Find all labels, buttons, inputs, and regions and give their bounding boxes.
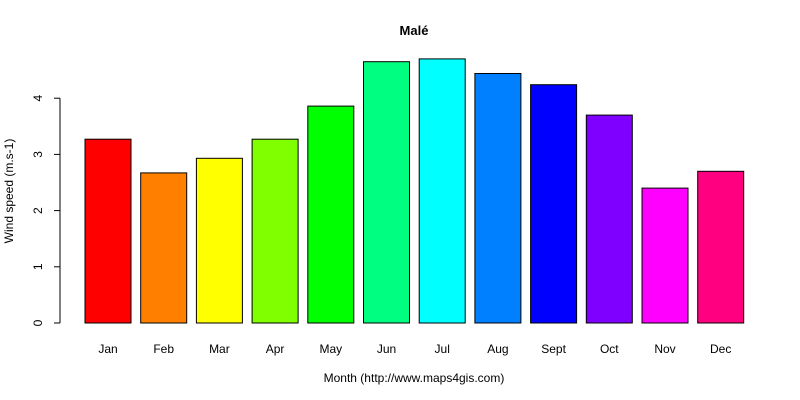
bars (84, 58, 745, 324)
x-tick-label: Aug (487, 342, 508, 356)
bar-mar (195, 157, 243, 324)
y-tick-label: 3 (31, 151, 45, 158)
chart-title: Malé (400, 23, 429, 38)
x-tick-label: May (319, 342, 342, 356)
bar-dec (697, 170, 745, 324)
x-tick-label: Feb (153, 342, 174, 356)
bar-jun (363, 61, 410, 324)
bar-jan (84, 138, 132, 324)
y-tick-label: 1 (31, 263, 45, 270)
bar-may (307, 105, 355, 324)
bar-nov (641, 187, 689, 324)
y-tick-label: 0 (31, 319, 45, 326)
y-tick-label: 2 (31, 207, 45, 214)
y-tick-label: 4 (31, 95, 45, 102)
x-tick-label: Mar (209, 342, 230, 356)
y-axis: 0 1 2 3 4 (31, 95, 61, 326)
bar-aug (474, 73, 522, 324)
bar-feb (140, 172, 188, 324)
bar-jul (418, 58, 466, 324)
x-tick-label: Nov (654, 342, 675, 356)
x-tick-label: Oct (600, 342, 619, 356)
bar-oct (585, 114, 633, 324)
x-axis-label: Month (http://www.maps4gis.com) (324, 371, 505, 385)
x-tick-label: Apr (266, 342, 285, 356)
x-tick-label: Jun (377, 342, 396, 356)
x-tick-label: Sept (541, 342, 566, 356)
x-tick-label: Jan (98, 342, 117, 356)
x-tick-label: Dec (710, 342, 731, 356)
bar-apr (251, 138, 299, 324)
bar-sept (530, 84, 578, 324)
x-tick-labels: Jan Feb Mar Apr May Jun Jul Aug Sept Oct Nov Dec (98, 342, 731, 356)
y-axis-label: Wind speed (m.s-1) (2, 139, 16, 244)
x-tick-label: Jul (435, 342, 450, 356)
